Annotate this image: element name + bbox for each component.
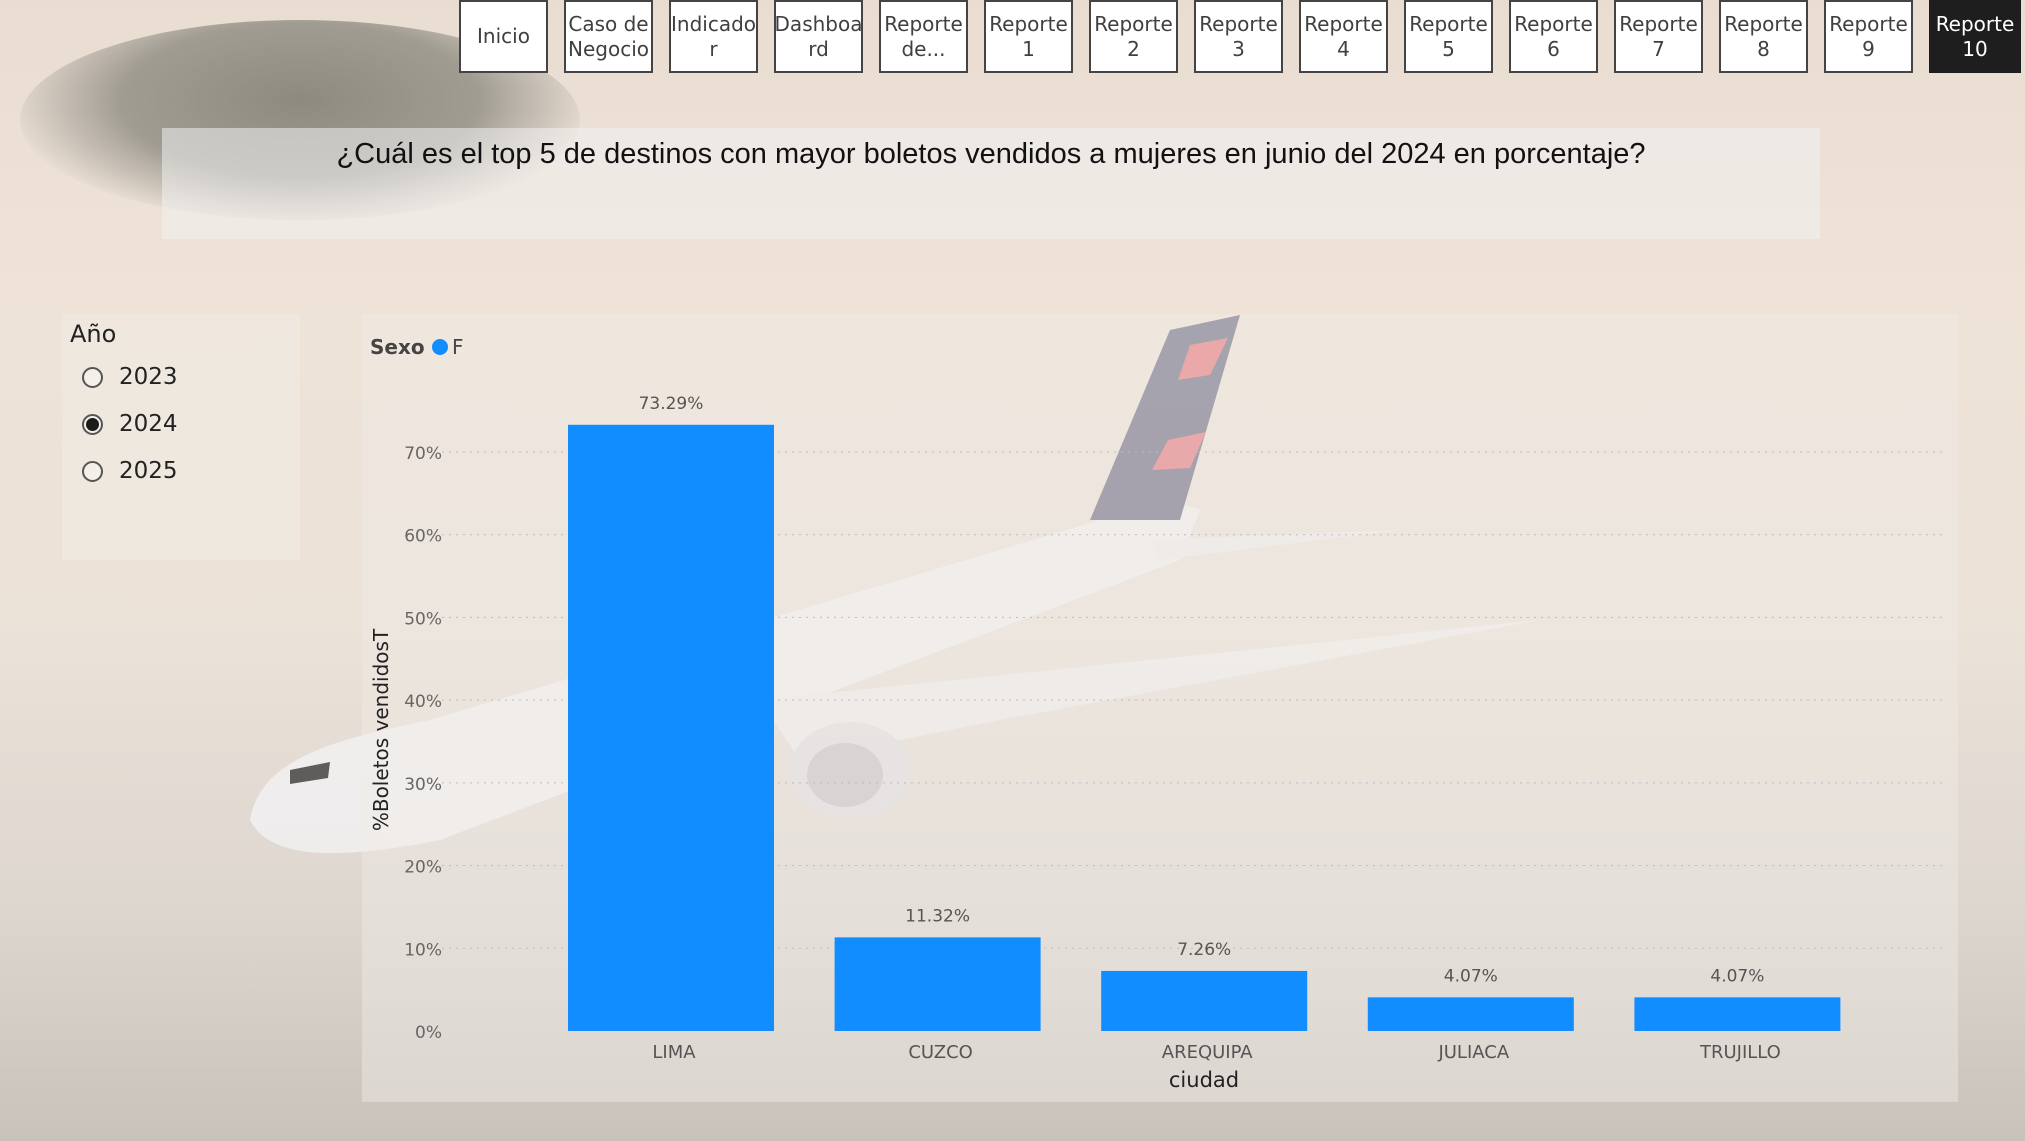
data-label: 11.32% (905, 906, 970, 926)
y-tick-label: 0% (415, 1023, 442, 1043)
radio-button[interactable] (82, 460, 103, 482)
bar-cuzco[interactable] (834, 937, 1041, 1031)
legend-marker (432, 339, 448, 355)
y-tick-label: 60% (404, 527, 442, 547)
bar-trujillo[interactable] (1634, 997, 1841, 1031)
x-tick-label: LIMA (652, 1042, 696, 1063)
nav-button[interactable]: Indicado r (669, 0, 758, 73)
y-axis-label: %Boletos vendidosT (369, 628, 393, 831)
nav-button[interactable]: Reporte 4 (1299, 0, 1388, 73)
slicer-option-label: 2024 (119, 411, 178, 437)
x-tick-label: CUZCO (908, 1042, 973, 1063)
slicer-option-2024[interactable]: 2024 (82, 411, 178, 437)
x-tick-label: TRUJILLO (1699, 1042, 1781, 1063)
bar-juliaca[interactable] (1367, 997, 1574, 1031)
nav-button[interactable]: Reporte 1 (984, 0, 1073, 73)
nav-button[interactable]: Reporte 7 (1614, 0, 1703, 73)
bar-chart-panel: Sexo F 0% 10% 20% 30% 40% 50% 60% 70% %Boletos ven… (362, 314, 1958, 1102)
nav-button[interactable]: Reporte 3 (1194, 0, 1283, 73)
nav-button[interactable]: Reporte 9 (1824, 0, 1913, 73)
radio-button[interactable] (82, 413, 103, 435)
data-label: 4.07% (1710, 966, 1764, 986)
radio-button[interactable] (82, 366, 103, 388)
y-tick-label: 20% (404, 858, 442, 878)
slicer-option-label: 2025 (119, 458, 178, 484)
radio-selected-dot (86, 417, 99, 431)
y-tick-label: 50% (404, 609, 442, 629)
x-tick-label: JULIACA (1437, 1042, 1509, 1063)
slicer-option-2025[interactable]: 2025 (82, 458, 178, 484)
bar-lima[interactable] (568, 424, 774, 1031)
slicer-title: Año (70, 320, 117, 348)
nav-button[interactable]: Reporte 8 (1719, 0, 1808, 73)
y-tick-label: 40% (404, 692, 442, 712)
nav-button[interactable]: Dashboa rd (774, 0, 863, 73)
page-navigation: Inicio Caso de Negocio Indicado r Dashboa r… (0, 0, 2025, 76)
nav-button[interactable]: Caso de Negocio (564, 0, 653, 73)
legend-label: F (452, 335, 464, 359)
data-label: 4.07% (1444, 966, 1498, 986)
page-title: ¿Cuál es el top 5 de destinos con mayor … (336, 138, 1646, 170)
nav-button[interactable]: Reporte de... (879, 0, 968, 73)
question-title-box: ¿Cuál es el top 5 de destinos con mayor … (162, 128, 1820, 239)
x-tick-label: AREQUIPA (1162, 1042, 1254, 1063)
nav-button[interactable]: Reporte 6 (1509, 0, 1598, 73)
data-label: 7.26% (1177, 940, 1231, 960)
bar-chart: Sexo F 0% 10% 20% 30% 40% 50% 60% 70% %Boletos ven… (369, 335, 1942, 1092)
year-slicer: Año 2023 2024 2025 (62, 314, 300, 560)
y-tick-label: 30% (404, 775, 442, 795)
legend-title: Sexo (370, 335, 425, 359)
bar-arequipa[interactable] (1101, 970, 1308, 1031)
nav-button[interactable]: Reporte 10 (1929, 0, 2021, 73)
nav-button[interactable]: Inicio (459, 0, 548, 73)
x-axis-label: ciudad (1169, 1068, 1239, 1092)
nav-button[interactable]: Reporte 2 (1089, 0, 1178, 73)
y-tick-label: 70% (404, 444, 442, 464)
nav-button[interactable]: Reporte 5 (1404, 0, 1493, 73)
slicer-option-label: 2023 (119, 364, 178, 390)
slicer-option-2023[interactable]: 2023 (82, 364, 178, 390)
y-tick-label: 10% (404, 940, 442, 960)
data-label: 73.29% (639, 394, 704, 414)
